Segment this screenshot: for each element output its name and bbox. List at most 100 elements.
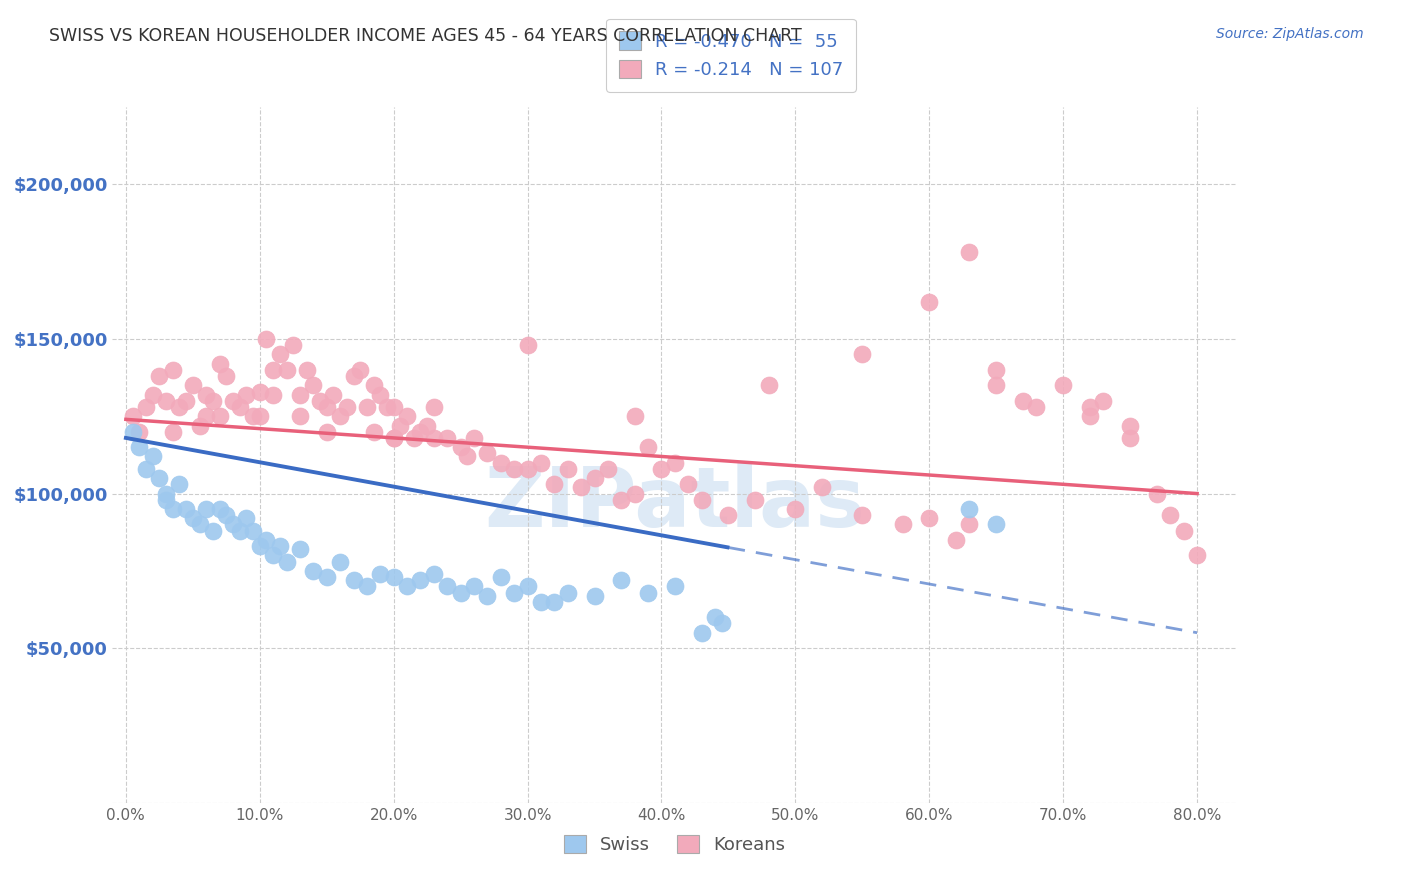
Point — [162, 502, 184, 516]
Point — [463, 579, 485, 593]
Point — [302, 564, 325, 578]
Point — [368, 387, 391, 401]
Point — [363, 378, 385, 392]
Point — [918, 294, 941, 309]
Point — [336, 400, 359, 414]
Point — [416, 418, 439, 433]
Point — [195, 387, 218, 401]
Point — [959, 517, 981, 532]
Point — [162, 363, 184, 377]
Point — [710, 616, 733, 631]
Point — [610, 573, 633, 587]
Point — [959, 502, 981, 516]
Point — [315, 570, 337, 584]
Point — [409, 573, 432, 587]
Point — [1159, 508, 1181, 523]
Point — [690, 492, 713, 507]
Point — [690, 625, 713, 640]
Point — [356, 579, 378, 593]
Point — [195, 502, 218, 516]
Point — [174, 502, 197, 516]
Point — [583, 589, 606, 603]
Point — [785, 502, 807, 516]
Point — [329, 409, 352, 424]
Point — [256, 332, 278, 346]
Point — [349, 363, 371, 377]
Text: ZIPatlas: ZIPatlas — [485, 463, 865, 544]
Point — [1078, 409, 1101, 424]
Point — [322, 387, 344, 401]
Point — [188, 517, 211, 532]
Point — [201, 393, 224, 408]
Point — [1012, 393, 1035, 408]
Point — [436, 579, 458, 593]
Point — [678, 477, 700, 491]
Point — [986, 363, 1008, 377]
Point — [456, 450, 478, 464]
Point — [557, 585, 579, 599]
Point — [128, 425, 150, 439]
Point — [1092, 393, 1115, 408]
Point — [181, 378, 204, 392]
Point — [262, 363, 284, 377]
Point — [959, 245, 981, 260]
Point — [516, 462, 538, 476]
Point — [315, 400, 337, 414]
Point — [851, 508, 873, 523]
Point — [583, 471, 606, 485]
Point — [249, 384, 271, 399]
Point — [283, 338, 305, 352]
Point — [242, 524, 264, 538]
Point — [235, 511, 257, 525]
Point — [269, 347, 291, 361]
Point — [489, 456, 512, 470]
Point — [276, 363, 298, 377]
Point — [228, 400, 250, 414]
Point — [215, 508, 238, 523]
Point — [249, 409, 271, 424]
Point — [155, 486, 177, 500]
Point — [155, 393, 177, 408]
Point — [128, 440, 150, 454]
Text: SWISS VS KOREAN HOUSEHOLDER INCOME AGES 45 - 64 YEARS CORRELATION CHART: SWISS VS KOREAN HOUSEHOLDER INCOME AGES … — [49, 27, 801, 45]
Point — [516, 338, 538, 352]
Point — [1052, 378, 1074, 392]
Text: Source: ZipAtlas.com: Source: ZipAtlas.com — [1216, 27, 1364, 41]
Point — [986, 517, 1008, 532]
Point — [503, 585, 526, 599]
Point — [169, 400, 191, 414]
Point — [135, 400, 157, 414]
Point — [222, 517, 245, 532]
Point — [477, 589, 499, 603]
Point — [530, 456, 553, 470]
Point — [851, 347, 873, 361]
Point — [516, 579, 538, 593]
Legend: Swiss, Koreans: Swiss, Koreans — [555, 826, 794, 863]
Point — [650, 462, 672, 476]
Point — [174, 393, 197, 408]
Point — [329, 555, 352, 569]
Point — [1185, 549, 1208, 563]
Point — [235, 387, 257, 401]
Point — [704, 610, 727, 624]
Point — [148, 471, 170, 485]
Point — [664, 579, 686, 593]
Point — [744, 492, 766, 507]
Point — [228, 524, 250, 538]
Point — [596, 462, 619, 476]
Point — [181, 511, 204, 525]
Point — [135, 462, 157, 476]
Point — [557, 462, 579, 476]
Point — [450, 440, 472, 454]
Point — [356, 400, 378, 414]
Point — [530, 595, 553, 609]
Point — [396, 579, 419, 593]
Point — [155, 492, 177, 507]
Point — [402, 431, 425, 445]
Point — [717, 508, 740, 523]
Point — [463, 431, 485, 445]
Point — [382, 431, 405, 445]
Point — [382, 431, 405, 445]
Point — [477, 446, 499, 460]
Point — [309, 393, 332, 408]
